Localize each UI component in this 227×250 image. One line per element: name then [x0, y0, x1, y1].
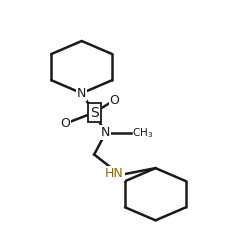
Text: CH$_3$: CH$_3$: [132, 126, 153, 140]
Text: S: S: [90, 106, 99, 120]
Text: O: O: [110, 94, 120, 106]
Text: N: N: [101, 126, 110, 140]
Text: O: O: [60, 117, 70, 130]
Text: N: N: [77, 87, 86, 100]
Text: HN: HN: [105, 167, 124, 180]
